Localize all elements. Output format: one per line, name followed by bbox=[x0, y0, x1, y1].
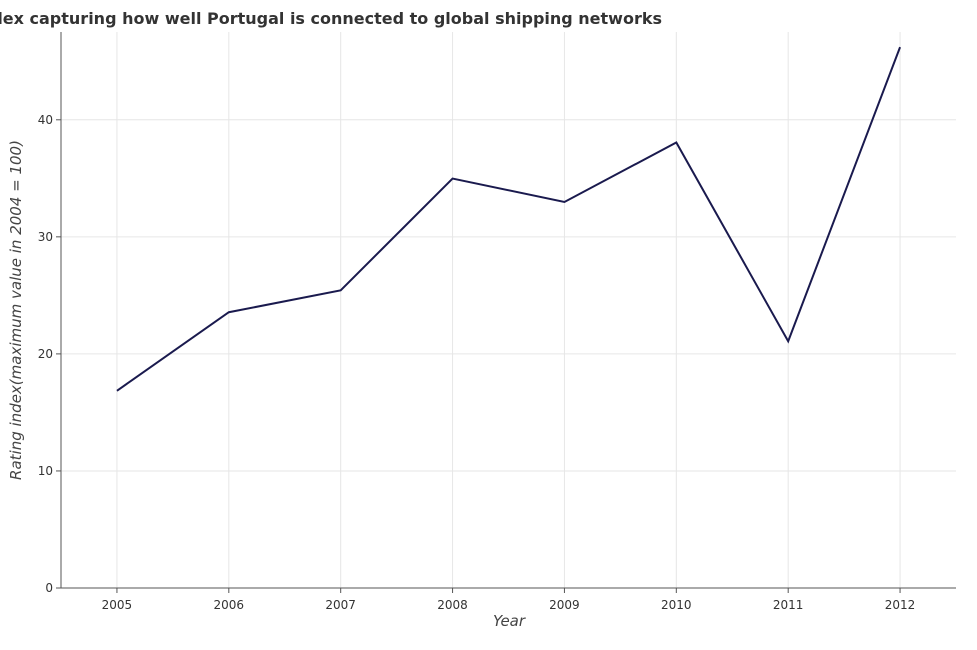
y-tick-label: 10 bbox=[38, 464, 53, 478]
x-tick-label: 2012 bbox=[885, 598, 916, 612]
y-tick-label: 20 bbox=[38, 347, 53, 361]
x-tick-label: 2009 bbox=[549, 598, 580, 612]
x-tick-label: 2006 bbox=[214, 598, 245, 612]
x-tick-label: 2011 bbox=[773, 598, 804, 612]
x-tick-label: 2007 bbox=[325, 598, 356, 612]
y-tick-label: 0 bbox=[45, 581, 53, 595]
y-tick-label: 40 bbox=[38, 113, 53, 127]
y-tick-label: 30 bbox=[38, 230, 53, 244]
grid bbox=[61, 32, 956, 589]
series bbox=[116, 46, 901, 392]
x-ticks: 2005 2006 2007 2008 2009 2010 2011 2012 bbox=[102, 588, 916, 612]
y-axis-label: Rating index(maximum value in 2004 = 100… bbox=[7, 140, 25, 480]
x-tick-label: 2005 bbox=[102, 598, 133, 612]
x-axis-label: Year bbox=[493, 612, 526, 630]
x-tick-label: 2010 bbox=[661, 598, 692, 612]
chart-title: Index capturing how well Portugal is con… bbox=[0, 9, 662, 28]
axes bbox=[60, 32, 956, 589]
x-tick-label: 2008 bbox=[437, 598, 468, 612]
series-line bbox=[116, 46, 901, 392]
y-ticks: 0 10 20 30 40 bbox=[38, 113, 61, 595]
